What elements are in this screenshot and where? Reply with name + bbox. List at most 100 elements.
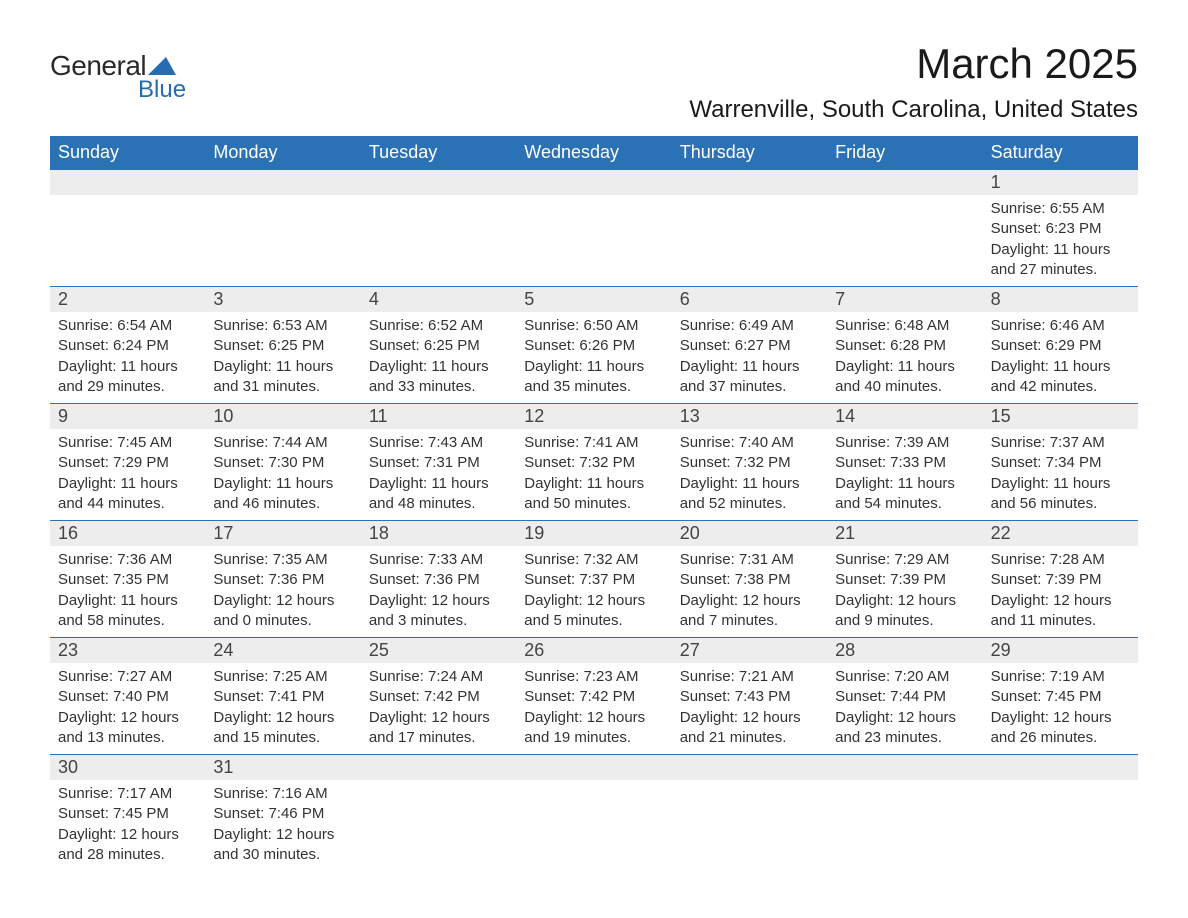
day-number-cell [983, 754, 1138, 780]
day-details-cell: Sunrise: 6:49 AMSunset: 6:27 PMDaylight:… [672, 312, 827, 403]
weekday-header: Tuesday [361, 136, 516, 169]
day-details-cell: Sunrise: 6:54 AMSunset: 6:24 PMDaylight:… [50, 312, 205, 403]
day-details-cell: Sunrise: 6:55 AMSunset: 6:23 PMDaylight:… [983, 195, 1138, 286]
day-details-cell: Sunrise: 6:52 AMSunset: 6:25 PMDaylight:… [361, 312, 516, 403]
day-details-cell: Sunrise: 7:45 AMSunset: 7:29 PMDaylight:… [50, 429, 205, 520]
day-details-cell: Sunrise: 7:40 AMSunset: 7:32 PMDaylight:… [672, 429, 827, 520]
day-number-cell: 26 [516, 637, 671, 663]
weekday-header: Wednesday [516, 136, 671, 169]
day-details-cell: Sunrise: 6:53 AMSunset: 6:25 PMDaylight:… [205, 312, 360, 403]
weekday-header: Saturday [983, 136, 1138, 169]
day-number-cell [827, 754, 982, 780]
day-details-cell [672, 195, 827, 286]
day-details-cell: Sunrise: 7:25 AMSunset: 7:41 PMDaylight:… [205, 663, 360, 754]
weekday-header: Sunday [50, 136, 205, 169]
day-number-cell [672, 169, 827, 195]
day-details-cell [672, 780, 827, 871]
day-number-cell: 16 [50, 520, 205, 546]
day-number-cell: 20 [672, 520, 827, 546]
day-number-cell: 1 [983, 169, 1138, 195]
day-details-cell [50, 195, 205, 286]
weekday-header: Thursday [672, 136, 827, 169]
day-details-cell [827, 195, 982, 286]
day-details-cell [827, 780, 982, 871]
day-number-cell: 24 [205, 637, 360, 663]
day-details-cell: Sunrise: 7:28 AMSunset: 7:39 PMDaylight:… [983, 546, 1138, 637]
day-number-cell: 22 [983, 520, 1138, 546]
logo-text-blue: Blue [138, 76, 186, 104]
day-number-cell: 17 [205, 520, 360, 546]
day-details-cell [361, 780, 516, 871]
day-details-cell: Sunrise: 7:16 AMSunset: 7:46 PMDaylight:… [205, 780, 360, 871]
day-number-cell: 15 [983, 403, 1138, 429]
day-number-cell: 12 [516, 403, 671, 429]
day-number-cell: 7 [827, 286, 982, 312]
month-title: March 2025 [689, 40, 1138, 88]
day-details-cell: Sunrise: 6:48 AMSunset: 6:28 PMDaylight:… [827, 312, 982, 403]
day-number-cell: 10 [205, 403, 360, 429]
day-details-cell: Sunrise: 7:32 AMSunset: 7:37 PMDaylight:… [516, 546, 671, 637]
day-details-cell: Sunrise: 7:24 AMSunset: 7:42 PMDaylight:… [361, 663, 516, 754]
day-details-cell [516, 195, 671, 286]
day-details-cell [983, 780, 1138, 871]
day-details-cell [205, 195, 360, 286]
calendar-header-row: SundayMondayTuesdayWednesdayThursdayFrid… [50, 136, 1138, 169]
calendar-body: 1 Sunrise: 6:55 AMSunset: 6:23 PMDayligh… [50, 169, 1138, 871]
title-block: March 2025 Warrenville, South Carolina, … [689, 40, 1138, 124]
header: General Blue March 2025 Warrenville, Sou… [50, 40, 1138, 124]
day-number-cell [516, 754, 671, 780]
day-number-cell [361, 754, 516, 780]
day-number-cell: 8 [983, 286, 1138, 312]
day-number-cell: 18 [361, 520, 516, 546]
day-number-cell [50, 169, 205, 195]
day-number-cell: 9 [50, 403, 205, 429]
day-details-cell: Sunrise: 6:50 AMSunset: 6:26 PMDaylight:… [516, 312, 671, 403]
day-details-cell [361, 195, 516, 286]
day-number-cell: 5 [516, 286, 671, 312]
day-number-cell [361, 169, 516, 195]
day-number-cell: 28 [827, 637, 982, 663]
weekday-header: Friday [827, 136, 982, 169]
day-number-cell: 27 [672, 637, 827, 663]
day-number-cell: 3 [205, 286, 360, 312]
day-details-cell: Sunrise: 7:39 AMSunset: 7:33 PMDaylight:… [827, 429, 982, 520]
day-number-cell: 25 [361, 637, 516, 663]
location-text: Warrenville, South Carolina, United Stat… [689, 96, 1138, 124]
day-details-cell: Sunrise: 7:27 AMSunset: 7:40 PMDaylight:… [50, 663, 205, 754]
day-details-cell: Sunrise: 7:36 AMSunset: 7:35 PMDaylight:… [50, 546, 205, 637]
day-number-cell: 29 [983, 637, 1138, 663]
day-details-cell: Sunrise: 6:46 AMSunset: 6:29 PMDaylight:… [983, 312, 1138, 403]
day-details-cell: Sunrise: 7:20 AMSunset: 7:44 PMDaylight:… [827, 663, 982, 754]
day-details-cell: Sunrise: 7:41 AMSunset: 7:32 PMDaylight:… [516, 429, 671, 520]
day-details-cell: Sunrise: 7:33 AMSunset: 7:36 PMDaylight:… [361, 546, 516, 637]
day-number-cell: 21 [827, 520, 982, 546]
day-number-cell [516, 169, 671, 195]
day-number-cell: 2 [50, 286, 205, 312]
day-details-cell: Sunrise: 7:21 AMSunset: 7:43 PMDaylight:… [672, 663, 827, 754]
day-details-cell: Sunrise: 7:35 AMSunset: 7:36 PMDaylight:… [205, 546, 360, 637]
day-number-cell [205, 169, 360, 195]
day-details-cell: Sunrise: 7:17 AMSunset: 7:45 PMDaylight:… [50, 780, 205, 871]
day-details-cell: Sunrise: 7:19 AMSunset: 7:45 PMDaylight:… [983, 663, 1138, 754]
day-details-cell: Sunrise: 7:37 AMSunset: 7:34 PMDaylight:… [983, 429, 1138, 520]
day-details-cell [516, 780, 671, 871]
day-number-cell: 13 [672, 403, 827, 429]
weekday-header: Monday [205, 136, 360, 169]
day-number-cell: 11 [361, 403, 516, 429]
day-number-cell: 30 [50, 754, 205, 780]
day-details-cell: Sunrise: 7:31 AMSunset: 7:38 PMDaylight:… [672, 546, 827, 637]
logo-text-general: General [50, 50, 146, 82]
day-details-cell: Sunrise: 7:23 AMSunset: 7:42 PMDaylight:… [516, 663, 671, 754]
day-details-cell: Sunrise: 7:29 AMSunset: 7:39 PMDaylight:… [827, 546, 982, 637]
day-number-cell: 19 [516, 520, 671, 546]
day-number-cell: 23 [50, 637, 205, 663]
day-number-cell: 31 [205, 754, 360, 780]
day-details-cell: Sunrise: 7:43 AMSunset: 7:31 PMDaylight:… [361, 429, 516, 520]
day-number-cell [827, 169, 982, 195]
day-number-cell [672, 754, 827, 780]
day-number-cell: 14 [827, 403, 982, 429]
calendar: SundayMondayTuesdayWednesdayThursdayFrid… [50, 136, 1138, 871]
day-number-cell: 4 [361, 286, 516, 312]
logo: General Blue [50, 50, 186, 104]
day-number-cell: 6 [672, 286, 827, 312]
